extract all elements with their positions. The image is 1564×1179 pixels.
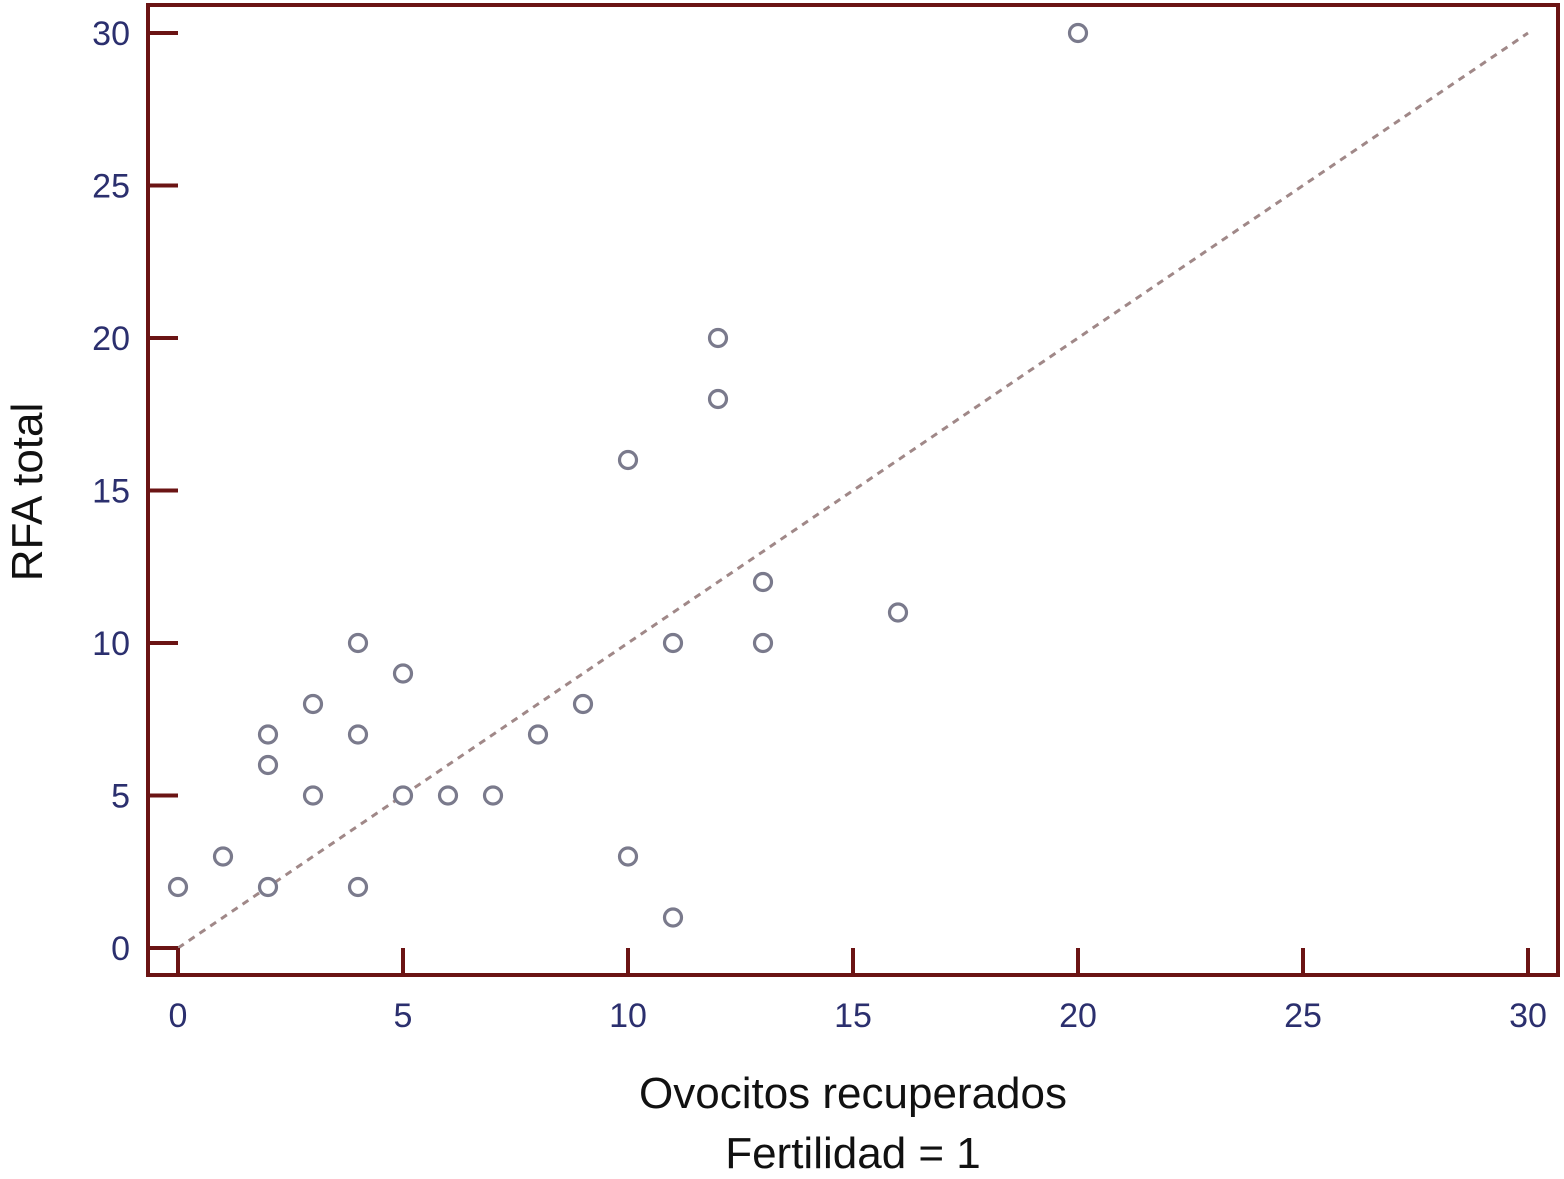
y-tick-label-5: 5 (111, 778, 130, 816)
x-tick-label-30: 30 (1509, 997, 1547, 1035)
data-point-25 (1067, 22, 1089, 44)
y-tick-label-20: 20 (92, 320, 130, 358)
x-tick-label-10: 10 (609, 997, 647, 1035)
data-point-17 (617, 449, 639, 471)
data-point-11 (392, 663, 414, 684)
reference-line-layer (177, 31, 1529, 950)
data-point-1 (212, 846, 234, 867)
y-axis-title: RFA total (3, 403, 52, 582)
data-point-4 (257, 724, 279, 745)
data-point-22 (752, 632, 774, 654)
data-point-3 (257, 754, 279, 776)
x-tick-label-5: 5 (394, 997, 413, 1035)
x-tick-label-25: 25 (1284, 997, 1322, 1035)
plot-frame (146, 3, 1560, 977)
data-point-8 (347, 724, 369, 745)
data-point-15 (572, 693, 594, 715)
x-tick-label-15: 15 (834, 997, 872, 1035)
data-point-9 (347, 632, 369, 654)
ticks-layer: 0 5 10 15 20 25 30 0 5 10 15 20 25 30 (92, 15, 1547, 1035)
data-point-10 (392, 785, 414, 806)
data-point-20 (707, 388, 729, 410)
points-layer (167, 22, 1089, 928)
data-point-5 (302, 785, 324, 806)
data-point-0 (167, 876, 189, 898)
data-point-14 (527, 724, 549, 745)
y-tick-label-10: 10 (92, 625, 130, 663)
data-point-18 (662, 907, 684, 928)
data-point-23 (752, 571, 774, 593)
data-point-21 (707, 327, 729, 349)
x-axis-subtitle: Fertilidad = 1 (725, 1129, 981, 1178)
x-tick-label-0: 0 (169, 997, 188, 1035)
x-tick-label-20: 20 (1059, 997, 1097, 1035)
data-point-16 (617, 846, 639, 867)
data-point-13 (482, 785, 504, 806)
x-axis-title: Ovocitos recuperados (639, 1069, 1067, 1118)
reference-line (177, 31, 1529, 950)
y-tick-label-25: 25 (92, 168, 130, 206)
data-point-7 (347, 876, 369, 898)
data-point-24 (887, 602, 909, 623)
data-point-6 (302, 693, 324, 715)
data-point-2 (257, 876, 279, 898)
y-tick-label-15: 15 (92, 473, 130, 511)
data-point-12 (437, 785, 459, 806)
y-tick-label-0: 0 (111, 930, 130, 968)
y-tick-label-30: 30 (92, 15, 130, 53)
data-point-19 (662, 632, 684, 654)
